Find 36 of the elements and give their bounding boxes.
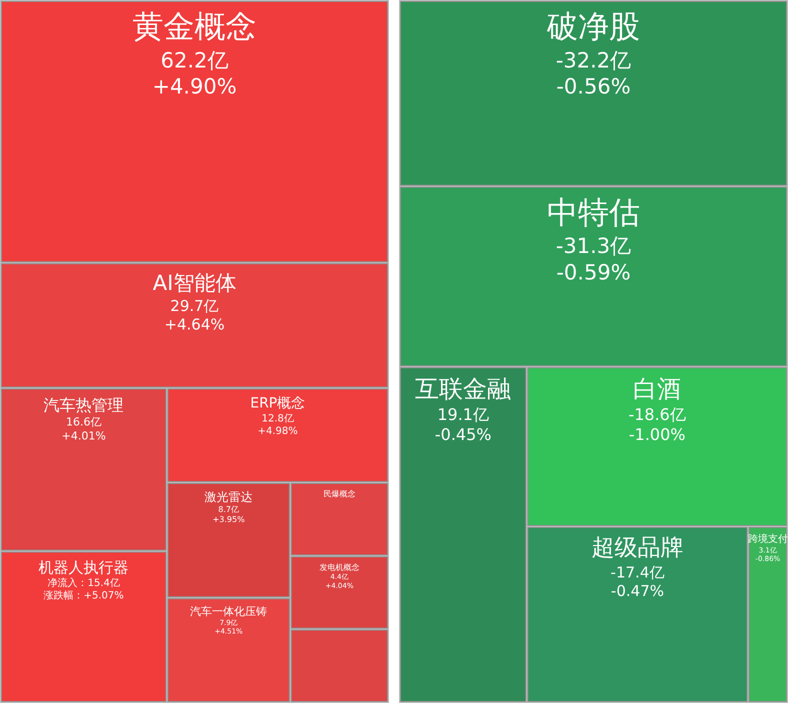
category-label: 中特估 bbox=[547, 194, 640, 231]
data-label: 净流入：15.4亿 bbox=[48, 576, 120, 589]
category-label: 破净股 bbox=[546, 9, 640, 46]
category-label: 黄金概念 bbox=[132, 9, 256, 46]
category-label: AI智能体 bbox=[152, 270, 236, 295]
data-label: +4.90% bbox=[152, 74, 237, 99]
category-label: 汽车一体化压铸 bbox=[190, 604, 268, 618]
category-label: 民爆概念 bbox=[323, 490, 356, 499]
data-label: -32.2亿 bbox=[556, 48, 632, 72]
category-label: 互联金融 bbox=[415, 374, 512, 403]
data-label: +4.64% bbox=[164, 316, 225, 334]
data-label: -0.45% bbox=[434, 424, 492, 444]
data-label: 62.2亿 bbox=[160, 48, 228, 72]
data-label: -18.6亿 bbox=[628, 404, 686, 424]
category-label: 白酒 bbox=[633, 374, 682, 403]
data-label: +4.01% bbox=[62, 429, 106, 442]
data-label: -17.4亿 bbox=[610, 563, 664, 582]
category-label: 机器人执行器 bbox=[38, 558, 129, 576]
data-label: -0.56% bbox=[556, 74, 631, 99]
category-label: ERP概念 bbox=[250, 396, 306, 412]
data-label: 8.7亿 bbox=[218, 505, 240, 514]
category-label: 超级品牌 bbox=[591, 534, 684, 561]
data-label: 涨跌幅：+5.07% bbox=[44, 589, 124, 602]
category-label: 激光雷达 bbox=[204, 490, 253, 504]
data-label: -31.3亿 bbox=[556, 234, 632, 258]
data-label: 16.6亿 bbox=[66, 416, 102, 429]
data-label: -0.59% bbox=[556, 260, 631, 284]
data-label: 19.1亿 bbox=[437, 404, 489, 424]
data-label: +3.95% bbox=[212, 515, 246, 524]
category-label: 汽车热管理 bbox=[44, 395, 124, 414]
category-label: 发电机概念 bbox=[319, 563, 360, 572]
data-label: -1.00% bbox=[628, 424, 686, 444]
data-label: +4.98% bbox=[258, 426, 298, 437]
data-label: -0.47% bbox=[610, 582, 664, 600]
data-label: 29.7亿 bbox=[170, 296, 219, 315]
data-label: 12.8亿 bbox=[262, 413, 294, 424]
